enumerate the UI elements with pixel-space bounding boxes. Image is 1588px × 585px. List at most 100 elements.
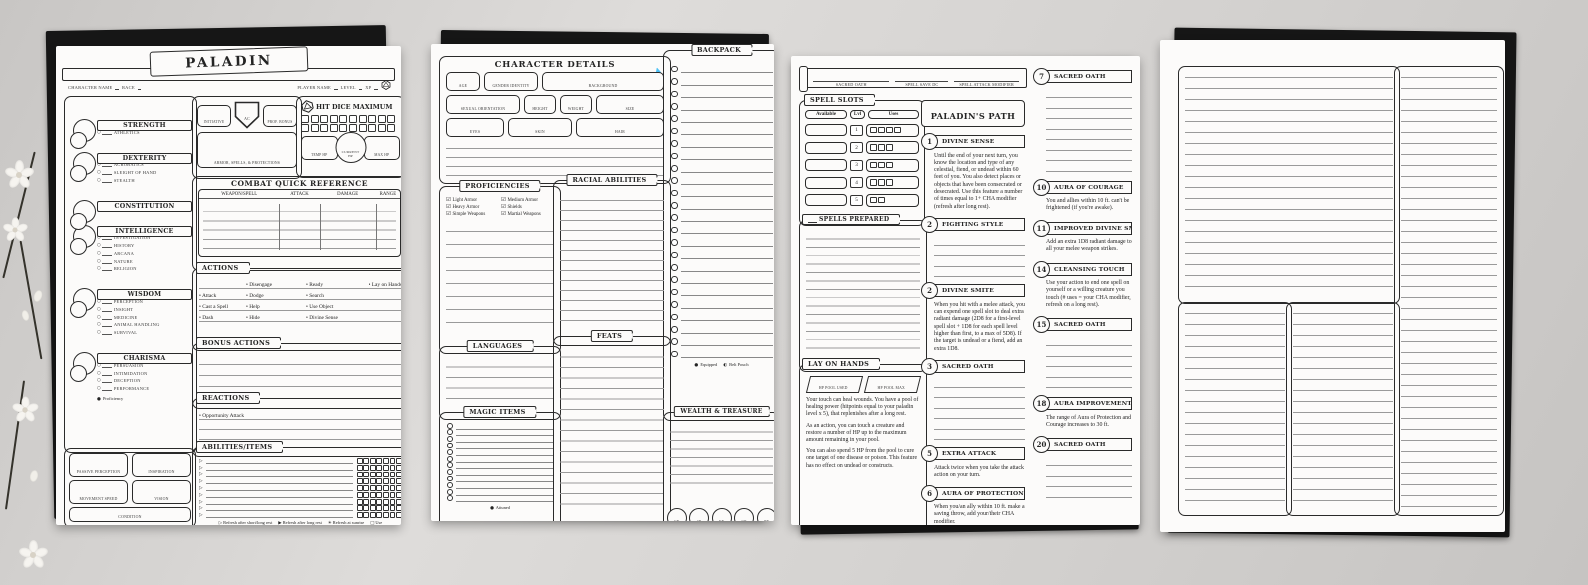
lay-on-hands-paragraph: Your touch can heal wounds. You have a p… <box>806 397 919 418</box>
use-checkbox <box>369 464 376 471</box>
use-checkbox <box>356 485 363 491</box>
notes-box-right-column <box>1394 66 1504 516</box>
ability-modifier-circle <box>70 212 87 230</box>
use-checkbox <box>396 512 401 519</box>
backpack-row <box>670 346 773 359</box>
refresh-triangle-icon: ▷ <box>199 479 203 485</box>
magic-item-row <box>446 482 554 489</box>
rule-line <box>1046 466 1132 477</box>
feature-name-tag: SACRED OATH <box>1047 438 1132 452</box>
proficiency-dot-icon: ○ <box>97 330 101 336</box>
action-item: Attack <box>199 293 246 299</box>
ability-item-row: ▷ <box>199 511 401 519</box>
refresh-triangle-icon: ▷ <box>199 499 203 505</box>
hit-die-checkbox <box>339 114 348 123</box>
racial-abilities-tag: RACIAL ABILITIES <box>566 174 658 186</box>
proficiency-dot-icon: ○ <box>97 250 101 256</box>
action-item: Hide <box>246 315 306 321</box>
class-feature: 5 EXTRA ATTACK Attack twice when you tak… <box>921 445 1025 479</box>
equipped-circle-icon <box>671 350 678 358</box>
proficiencies-tag: PROFICIENCIES <box>459 180 541 192</box>
flower-icon <box>17 540 49 570</box>
legend-item: ● Attuned <box>490 505 510 512</box>
ability-item-row: ▷ <box>199 491 401 498</box>
background-field: BACKGROUND <box>542 72 664 91</box>
class-feature: 2 FIGHTING STYLE <box>921 215 1025 278</box>
feature-blank-lines <box>934 377 1025 441</box>
hit-die-checkbox <box>301 124 309 132</box>
use-checkbox <box>363 498 370 505</box>
feature-name-tag: IMPROVED DIVINE SMITE <box>1047 221 1132 235</box>
legend-symbol-icon: ● <box>694 363 699 369</box>
equipped-circle-icon <box>671 326 678 333</box>
use-checkbox <box>886 126 893 134</box>
use-checkbox <box>396 498 401 505</box>
attuned-circle-icon <box>447 495 453 502</box>
slot-level: 2 <box>850 142 863 153</box>
use-checkbox <box>886 144 893 151</box>
skill-label: SURVIVAL <box>113 330 138 336</box>
use-checkbox <box>870 179 877 186</box>
attuned-circle-icon <box>447 462 453 469</box>
ability-modifier-circle <box>70 132 87 149</box>
use-checkbox <box>396 464 401 471</box>
available-box <box>805 159 847 171</box>
legend-item: ● Equipped <box>694 362 718 369</box>
defense-panel: INITIATIVE AC PROF. BONUS ARMOR, SPELLS,… <box>192 96 302 179</box>
ability-modifier-circle <box>70 237 87 255</box>
skin-field: SKIN <box>508 118 572 137</box>
backpack-row <box>670 148 773 161</box>
rule-line <box>1046 109 1132 119</box>
feature-name-tag: FIGHTING STYLE <box>935 217 1025 231</box>
skill-label: ACROBATICS <box>113 162 144 168</box>
paladins-path-column-2: 7 SACRED OATH 10 AURA OF COURAGE You and… <box>1033 68 1132 505</box>
use-checkbox <box>389 512 396 519</box>
legend-item: ◐ Belt Pouch <box>723 362 749 369</box>
backpack-row <box>670 334 773 346</box>
proficiency-item: ☑ Medium Armor <box>501 197 539 203</box>
ability-block: STRENGTH ○ SAVING THROW <box>70 119 192 149</box>
notes-box-bottom-middle <box>1286 302 1400 516</box>
feats-panel: FEATS <box>553 330 671 521</box>
feature-blank-lines <box>934 235 1025 278</box>
skill-row: ○ MEDICINE <box>97 312 192 320</box>
hit-dice-boxes <box>301 114 400 132</box>
proficiency-dot-icon: ○ <box>97 258 101 264</box>
magic-item-row <box>446 462 554 470</box>
skill-row: ○ ARCANA <box>97 248 192 256</box>
use-checkbox <box>389 491 396 498</box>
feature-name-tag: AURA IMPROVEMENTS <box>1047 397 1132 411</box>
backpack-row <box>670 234 773 247</box>
rule-line <box>1046 378 1132 389</box>
use-checkbox <box>369 505 376 512</box>
notes-box-bottom-left <box>1178 302 1292 516</box>
sacred-oath-field: SACRED OATH <box>813 75 890 87</box>
feature-level-circle: 20 <box>1033 436 1050 454</box>
gender-identity-field: GENDER IDENTITY <box>484 72 538 91</box>
use-checkbox <box>389 471 396 478</box>
ability-modifier-circle <box>70 301 87 319</box>
use-checkbox <box>396 478 401 485</box>
attuned-circle-icon <box>447 475 453 482</box>
action-item: Search <box>306 293 401 299</box>
use-checkbox <box>369 491 376 498</box>
equipped-circle-icon <box>671 65 678 73</box>
action-row: AttackDodgeSearch <box>199 289 401 300</box>
skill-label: INSIGHT <box>113 306 134 312</box>
use-checkbox <box>870 196 877 204</box>
use-checkbox <box>376 464 383 471</box>
action-item: Disengage <box>246 282 306 288</box>
ability-name: INTELLIGENCE <box>97 225 192 237</box>
hit-die-checkbox <box>348 114 357 123</box>
use-checkbox <box>363 491 370 498</box>
ability-block: DEXTERITY ○ SAVING THROW <box>70 151 192 183</box>
abilities-items-panel: ABILITIES/ITEMS ▷ ▷ <box>192 441 401 525</box>
class-feature: 11 IMPROVED DIVINE SMITE Add an extra 1D… <box>1033 219 1132 254</box>
use-checkbox <box>396 491 401 498</box>
attuned-circle-icon <box>447 435 453 442</box>
equipped-circle-icon <box>671 115 678 122</box>
skill-bonus-line <box>101 330 112 336</box>
reaction-item-row: Opportunity Attack <box>199 409 401 420</box>
uses-boxes <box>866 176 919 189</box>
feature-name-tag: SACRED OATH <box>935 359 1025 373</box>
